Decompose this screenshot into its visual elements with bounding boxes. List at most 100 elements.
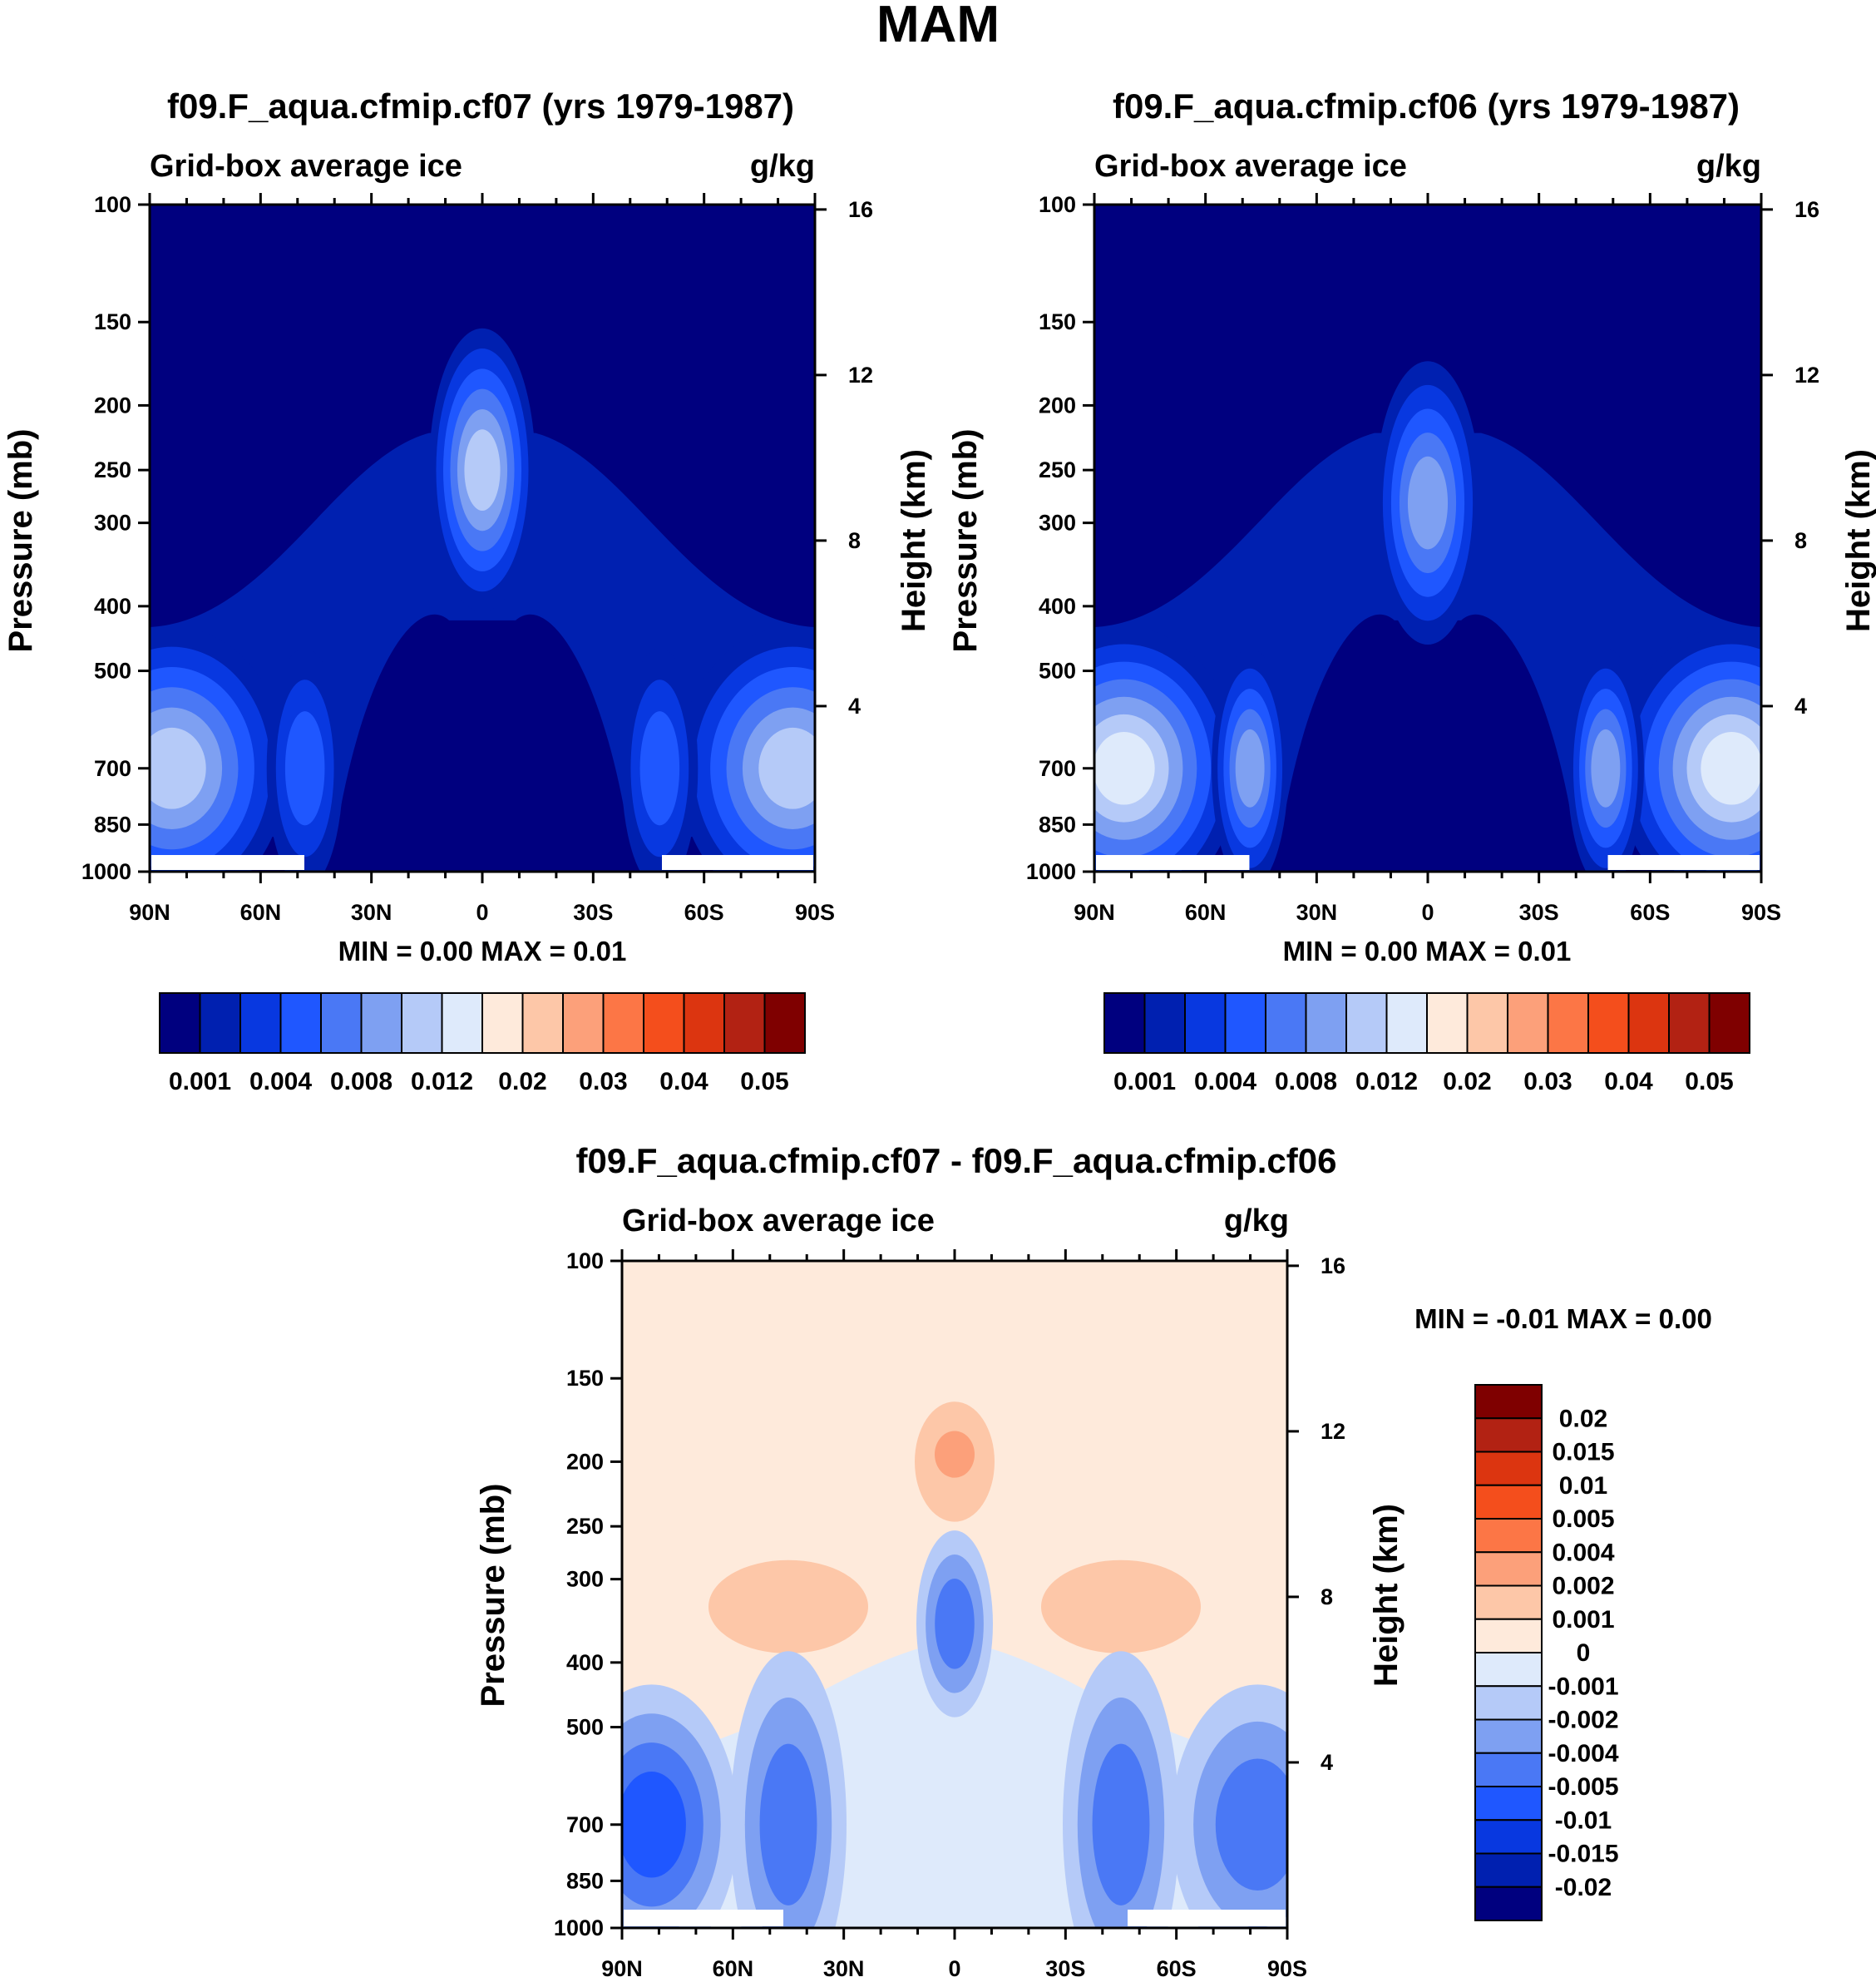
colorbar-label: 0.02	[1443, 1068, 1491, 1095]
y-tick-right-label: 12	[1795, 363, 1819, 388]
contour-plot: 100 150 200 250 300 400 500 700 850 1000 16 12 8 4 90N…	[81, 192, 873, 925]
missing-data-bar	[662, 855, 813, 870]
min-max-text: MIN = -0.01 MAX = 0.00	[1414, 1303, 1712, 1334]
colorbar-box	[360, 992, 402, 1054]
y-tick-label: 100	[94, 192, 131, 217]
y-tick-right-label: 4	[848, 694, 861, 719]
panel-subtitle-right: g/kg	[1224, 1204, 1289, 1238]
colorbar: 0.001 0.004 0.008 0.012 0.02 0.03 0.04 0.05	[159, 992, 806, 1095]
colorbar-box	[1474, 1685, 1543, 1721]
y-tick-right-label: 12	[1321, 1419, 1345, 1444]
contour-level-neg-4	[759, 1743, 817, 1905]
colorbar-box	[1474, 1384, 1543, 1420]
contour-level-3	[639, 711, 680, 826]
y-tick-label: 700	[1039, 756, 1076, 781]
colorbar-box	[1474, 1752, 1543, 1787]
contour-level-6	[464, 429, 501, 512]
colorbar-box	[1474, 1417, 1543, 1453]
colorbar-box	[239, 992, 282, 1054]
colorbar-label: 0.05	[740, 1068, 788, 1095]
y-tick-label: 250	[94, 457, 131, 482]
colorbar-label: 0.015	[1552, 1439, 1614, 1466]
min-max-text: MIN = 0.00 MAX = 0.01	[1283, 936, 1572, 966]
x-tick-label: 0	[1421, 900, 1434, 925]
colorbar-box	[1466, 992, 1508, 1054]
missing-data-bar	[151, 855, 304, 870]
colorbar-box	[1103, 992, 1146, 1054]
panel-title: f09.F_aqua.cfmip.cf06 (yrs 1979-1987)	[1113, 86, 1740, 126]
y-tick-label: 300	[1039, 511, 1076, 536]
y-tick-label: 200	[94, 393, 131, 418]
colorbar-label: 0.05	[1685, 1068, 1733, 1095]
y-tick-label: 250	[1039, 457, 1076, 482]
colorbar-label: 0.001	[1552, 1606, 1614, 1634]
x-tick-label: 30S	[1519, 900, 1559, 925]
colorbar-label: 0.001	[1113, 1068, 1176, 1095]
colorbar-label: 0.008	[330, 1068, 392, 1095]
colorbar-label: -0.001	[1548, 1673, 1618, 1700]
y-tick-right-label: 4	[1321, 1750, 1333, 1775]
colorbar-box	[1474, 1451, 1543, 1486]
colorbar-label: 0.004	[1194, 1068, 1256, 1095]
y-tick-label: 1000	[1026, 859, 1076, 884]
y-tick-label: 100	[1039, 192, 1076, 217]
colorbar-box	[1474, 1518, 1543, 1554]
colorbar-box	[1474, 1618, 1543, 1653]
contour-level-neg-4	[1215, 1758, 1287, 1891]
colorbar-label: 0.02	[1559, 1405, 1607, 1432]
y-tick-label: 1000	[554, 1915, 604, 1940]
y-tick-label: 100	[566, 1248, 604, 1273]
y-tick-label: 1000	[81, 859, 131, 884]
contour-level-5	[1235, 729, 1265, 808]
colorbar-box	[320, 992, 363, 1054]
x-tick-label: 90S	[1267, 1956, 1307, 1981]
colorbar-label: 0.03	[1523, 1068, 1572, 1095]
y-tick-label: 150	[1039, 309, 1076, 334]
y-tick-label: 700	[94, 756, 131, 781]
missing-data-bar	[1128, 1910, 1286, 1926]
x-tick-label: 30N	[823, 1956, 865, 1981]
colorbar-box	[441, 992, 483, 1054]
x-tick-label: 90S	[1741, 900, 1781, 925]
contour-level-7	[1094, 732, 1155, 805]
y-tick-label: 150	[94, 309, 131, 334]
panel-title: f09.F_aqua.cfmip.cf07 (yrs 1979-1987)	[167, 86, 794, 126]
y-tick-right-label: 16	[848, 197, 873, 222]
colorbar-box	[1385, 992, 1428, 1054]
panel-subtitle-left: Grid-box average ice	[622, 1204, 935, 1238]
contour-level-neg-4	[1092, 1743, 1150, 1905]
panel-difference: f09.F_aqua.cfmip.cf07 - f09.F_aqua.cfmip…	[475, 1141, 1712, 1981]
contour-level-6	[758, 727, 815, 809]
colorbar-label: 0.005	[1552, 1505, 1614, 1533]
y-tick-label: 200	[566, 1449, 604, 1474]
colorbar-label: 0.012	[411, 1068, 473, 1095]
colorbar-box	[1507, 992, 1549, 1054]
colorbar-label: 0.002	[1552, 1573, 1614, 1600]
x-tick-label: 60S	[1630, 900, 1670, 925]
colorbar-label: -0.005	[1548, 1773, 1618, 1801]
contour-fills	[622, 1401, 1287, 1928]
contour-level-6	[150, 727, 206, 809]
colorbar-label: -0.02	[1555, 1874, 1612, 1901]
panel-subtitle-left: Grid-box average ice	[150, 149, 462, 184]
panel-subtitle-right: g/kg	[750, 149, 815, 184]
y-axis-label: Pressure (mb)	[2, 429, 39, 653]
y-tick-label: 150	[566, 1366, 604, 1391]
x-tick-label: 60S	[684, 900, 724, 925]
colorbar-label: 0.001	[169, 1068, 231, 1095]
y-tick-label: 400	[94, 594, 131, 619]
colorbar-label: -0.015	[1548, 1841, 1618, 1868]
colorbar-box	[1224, 992, 1266, 1054]
colorbar-box	[723, 992, 766, 1054]
colorbar-label: 0.04	[1604, 1068, 1653, 1095]
contour-fills	[150, 328, 815, 872]
y-tick-label: 300	[94, 511, 131, 536]
x-tick-label: 60N	[1185, 900, 1227, 925]
colorbar-label: 0.01	[1559, 1472, 1607, 1500]
colorbar-box	[1587, 992, 1630, 1054]
colorbar-box	[1474, 1718, 1543, 1754]
colorbar-box	[1474, 1484, 1543, 1520]
panel-cf07: f09.F_aqua.cfmip.cf07 (yrs 1979-1987) Gr…	[2, 86, 932, 1095]
x-tick-label: 90N	[1074, 900, 1115, 925]
colorbar-label: 0	[1577, 1639, 1591, 1667]
